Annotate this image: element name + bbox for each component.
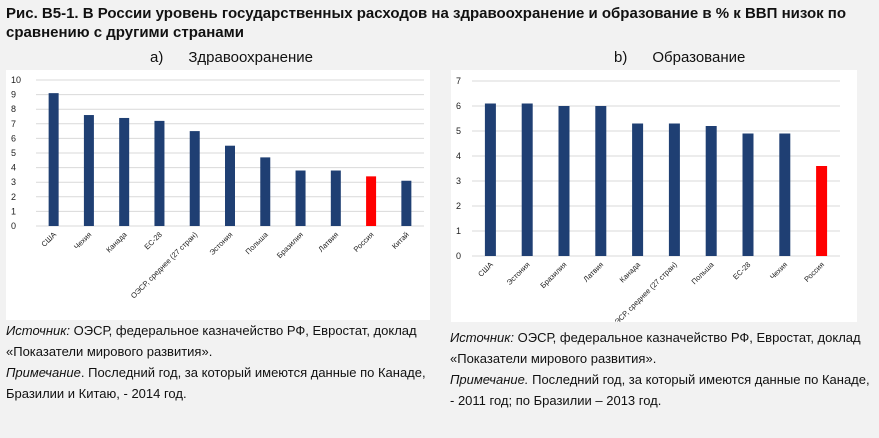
- y-tick-label: 4: [456, 151, 461, 161]
- x-tick-label: Бразилия: [538, 260, 568, 290]
- chart-a-letter: a): [150, 49, 164, 66]
- x-tick-label: США: [476, 260, 495, 279]
- y-tick-label: 7: [11, 119, 16, 129]
- chart-b-caption: b) Образование: [614, 49, 745, 66]
- bar: [595, 106, 607, 256]
- x-tick-label: Польша: [244, 229, 271, 256]
- bar: [83, 115, 94, 226]
- x-tick-label: Латвия: [316, 230, 340, 254]
- bar: [521, 103, 533, 256]
- bar: [632, 123, 644, 256]
- y-tick-label: 5: [456, 126, 461, 136]
- y-tick-label: 7: [456, 76, 461, 86]
- chart-a-note: Примечание. Последний год, за который им…: [6, 362, 426, 404]
- bar: [779, 133, 791, 256]
- chart-b-letter: b): [614, 49, 628, 66]
- x-tick-label: Чехия: [768, 260, 789, 281]
- chart-a-source-text: ОЭСР, федеральное казначейство РФ, Еврос…: [6, 323, 417, 359]
- chart-a-source: Источник: ОЭСР, федеральное казначейство…: [6, 320, 426, 362]
- y-tick-label: 0: [11, 221, 16, 231]
- y-tick-label: 1: [11, 206, 16, 216]
- x-tick-label: Бразилия: [275, 230, 305, 260]
- x-tick-label: Россия: [802, 260, 826, 284]
- x-tick-label: ОЭСР, среднее (27 стран): [609, 260, 680, 322]
- bar: [295, 170, 306, 226]
- bar: [189, 131, 200, 226]
- chart-a-note-text: . Последний год, за который имеются данн…: [6, 365, 426, 401]
- y-tick-label: 2: [456, 201, 461, 211]
- y-tick-label: 6: [11, 133, 16, 143]
- y-tick-label: 9: [11, 90, 16, 100]
- bar: [330, 170, 341, 226]
- chart-a-notes: Источник: ОЭСР, федеральное казначейство…: [6, 320, 426, 404]
- bar: [742, 133, 754, 256]
- x-tick-label: Китай: [390, 230, 411, 251]
- y-tick-label: 8: [11, 104, 16, 114]
- x-tick-label: ОЭСР, среднее (27 стран): [129, 230, 200, 301]
- chart-b: 0 1 2 3 4 5 6 7 США Эстония Бразилия Латвия КанадаОЭ…: [456, 76, 840, 322]
- bar: [668, 123, 680, 256]
- x-tick-label: Россия: [352, 230, 376, 254]
- y-tick-label: 1: [456, 226, 461, 236]
- chart-b-note-text: Последний год, за который имеются данные…: [450, 372, 870, 408]
- bar: [558, 106, 570, 256]
- y-tick-label: 0: [456, 251, 461, 261]
- chart-a-source-label: Источник:: [6, 323, 70, 338]
- chart-b-notes: Источник: ОЭСР, федеральное казначейство…: [450, 327, 870, 411]
- x-tick-label: США: [39, 230, 58, 249]
- y-tick-label: 3: [11, 177, 16, 187]
- x-tick-label: Канада: [104, 229, 129, 254]
- chart-b-source-label: Источник:: [450, 330, 514, 345]
- bar: [154, 120, 165, 226]
- x-tick-label: ЕС-28: [142, 230, 163, 251]
- bar: [816, 166, 828, 256]
- figure-title: Рис. В5-1. В России уровень государствен…: [6, 5, 847, 41]
- bar: [119, 117, 130, 226]
- y-tick-label: 4: [11, 163, 16, 173]
- bar: [484, 103, 496, 256]
- x-tick-label: Чехия: [72, 230, 93, 251]
- x-tick-label: Эстония: [207, 230, 234, 257]
- y-tick-label: 2: [11, 192, 16, 202]
- x-tick-label: Польша: [690, 259, 717, 286]
- chart-b-note: Примечание. Последний год, за который им…: [450, 369, 870, 411]
- bar: [260, 157, 271, 226]
- bar: [225, 145, 235, 226]
- bar: [48, 93, 59, 226]
- chart-b-source: Источник: ОЭСР, федеральное казначейство…: [450, 327, 870, 369]
- bar: [401, 180, 412, 226]
- chart-b-container: 0 1 2 3 4 5 6 7 США Эстония Бразилия Латвия Канада ОЭ…: [451, 70, 857, 322]
- x-tick-label: Латвия: [581, 260, 605, 284]
- chart-b-source-text: ОЭСР, федеральное казначейство РФ, Еврос…: [450, 330, 861, 366]
- bar: [705, 126, 717, 256]
- chart-a-label: Здравоохранение: [188, 49, 313, 66]
- y-tick-label: 5: [11, 148, 16, 158]
- chart-b-note-label: Примечание.: [450, 372, 529, 387]
- chart-a-caption: a) Здравоохранение: [150, 49, 313, 66]
- chart-b-label: Образование: [652, 49, 746, 66]
- x-tick-label: Канада: [618, 259, 643, 284]
- y-tick-label: 6: [456, 101, 461, 111]
- y-tick-label: 3: [456, 176, 461, 186]
- chart-a-container: 0 1 2 3 4 5 6 7 8 9 10 США Чехия Канада ЕС-28 ОЭСР, сре…: [6, 70, 430, 320]
- y-tick-label: 10: [11, 75, 21, 85]
- x-tick-label: ЕС-28: [731, 260, 752, 281]
- x-tick-label: Эстония: [505, 260, 532, 287]
- chart-a-note-label: Примечание: [6, 365, 81, 380]
- bar: [366, 176, 377, 226]
